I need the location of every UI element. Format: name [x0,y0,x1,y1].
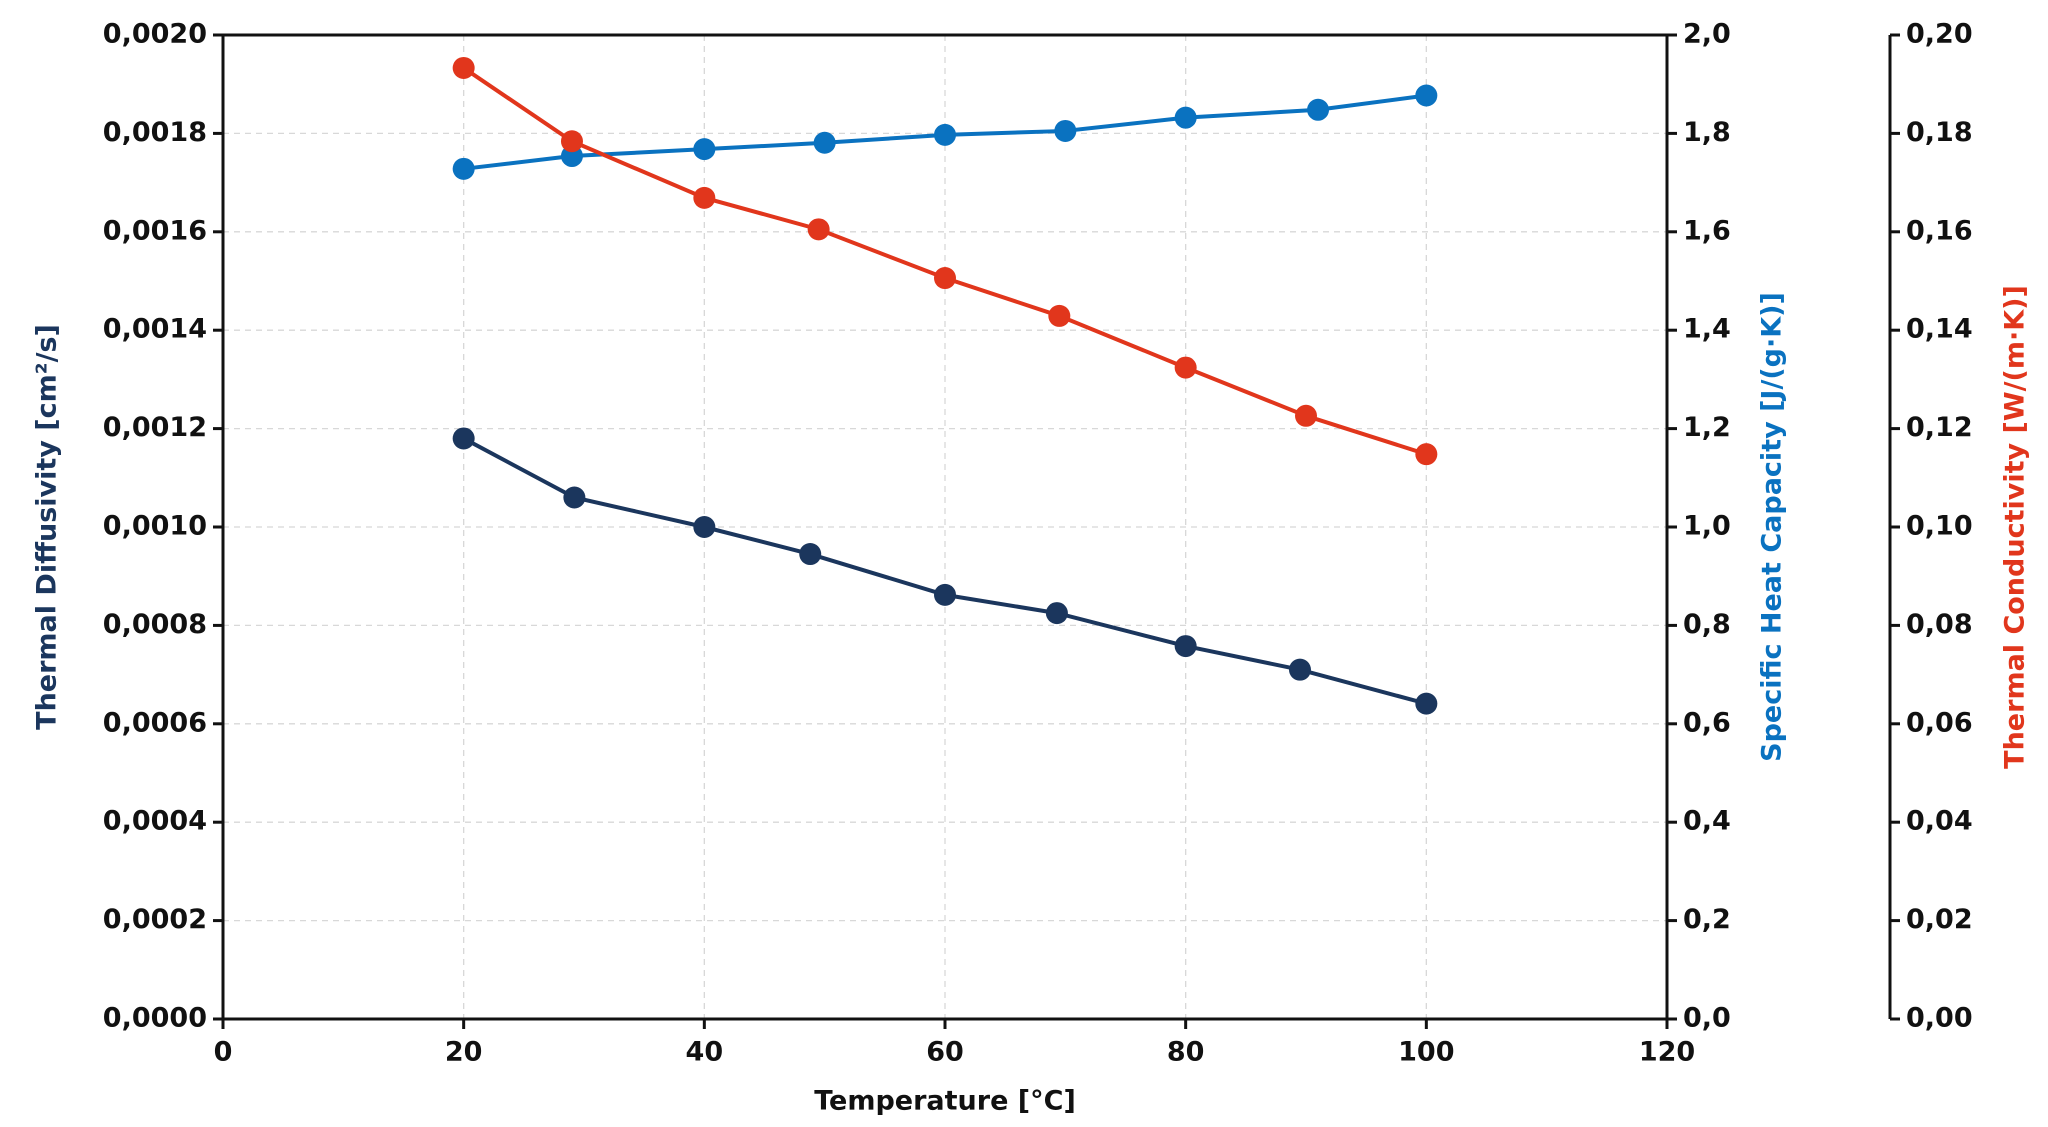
data-point [1048,304,1071,327]
y3-tick-label: 0,06 [1906,707,1973,738]
y2-tick-label: 0,0 [1683,1003,1731,1034]
data-point [1415,443,1438,466]
data-point [452,427,475,450]
y-tick-label: 0,0008 [103,609,207,640]
data-point [560,130,583,153]
y3-tick-label: 0,16 [1906,215,1973,246]
y3-tick-label: 0,04 [1906,806,1973,837]
data-point [1174,106,1197,129]
x-axis-label: Temperature [°C] [814,1086,1076,1117]
data-point [1415,84,1438,107]
x-tick-label: 60 [926,1037,964,1068]
x-tick-label: 100 [1398,1037,1454,1068]
y-tick-label: 0,0000 [103,1003,207,1034]
y-tick-label: 0,0012 [103,412,207,443]
y-tick-label: 0,0018 [103,117,207,148]
y2-tick-label: 2,0 [1683,19,1731,50]
y3-tick-label: 0,08 [1906,609,1973,640]
data-point [693,138,716,161]
y2-tick-label: 1,6 [1683,215,1731,246]
data-point [1045,602,1068,625]
y2-tick-label: 0,4 [1683,806,1731,837]
x-tick-label: 20 [445,1037,483,1068]
y-tick-label: 0,0016 [103,215,207,246]
y2-tick-label: 0,2 [1683,904,1731,935]
x-tick-label: 80 [1167,1037,1205,1068]
y2-tick-label: 1,0 [1683,511,1731,542]
data-point [1415,692,1438,715]
y3-tick-label: 0,20 [1906,19,1973,50]
y2-tick-label: 1,8 [1683,117,1731,148]
x-tick-label: 120 [1639,1037,1695,1068]
y-tick-label: 0,0014 [103,314,207,345]
y2-tick-label: 0,8 [1683,609,1731,640]
y3-tick-label: 0,02 [1906,904,1973,935]
y2-tick-label: 0,6 [1683,707,1731,738]
data-point [563,486,586,509]
y-tick-label: 0,0002 [103,904,207,935]
data-point [1174,635,1197,658]
y3-tick-label: 0,14 [1906,314,1973,345]
x-tick-label: 40 [686,1037,724,1068]
x-tick-label: 0 [214,1037,233,1068]
data-point [693,516,716,538]
data-point [1307,98,1330,121]
data-point [813,131,836,154]
y2-axis-label: Specific Heat Capacity [J/(g·K)] [1757,292,1788,762]
data-point [799,543,822,566]
data-point [1054,119,1077,142]
data-point [452,56,475,79]
y-tick-label: 0,0010 [103,511,207,542]
data-point [693,186,716,209]
data-point [1288,658,1311,681]
data-point [934,267,956,290]
y2-tick-label: 1,4 [1683,314,1731,345]
y-tick-label: 0,0006 [103,707,207,738]
y-axis-label: Thermal Diffusivity [cm²/s] [32,324,63,730]
data-point [807,218,830,241]
y3-axis-label: Thermal Conductivity [W/(m·K)] [2000,285,2031,769]
y-tick-label: 0,0004 [103,806,207,837]
data-point [452,157,475,180]
data-point [934,583,956,606]
y3-tick-label: 0,18 [1906,117,1973,148]
y3-tick-label: 0,12 [1906,412,1973,443]
y3-tick-label: 0,10 [1906,511,1973,542]
data-point [1295,404,1317,427]
y-tick-label: 0,0020 [103,19,207,50]
y2-tick-label: 1,2 [1683,412,1731,443]
data-point [934,123,956,146]
y3-tick-label: 0,00 [1906,1003,1973,1034]
data-point [1174,356,1197,379]
